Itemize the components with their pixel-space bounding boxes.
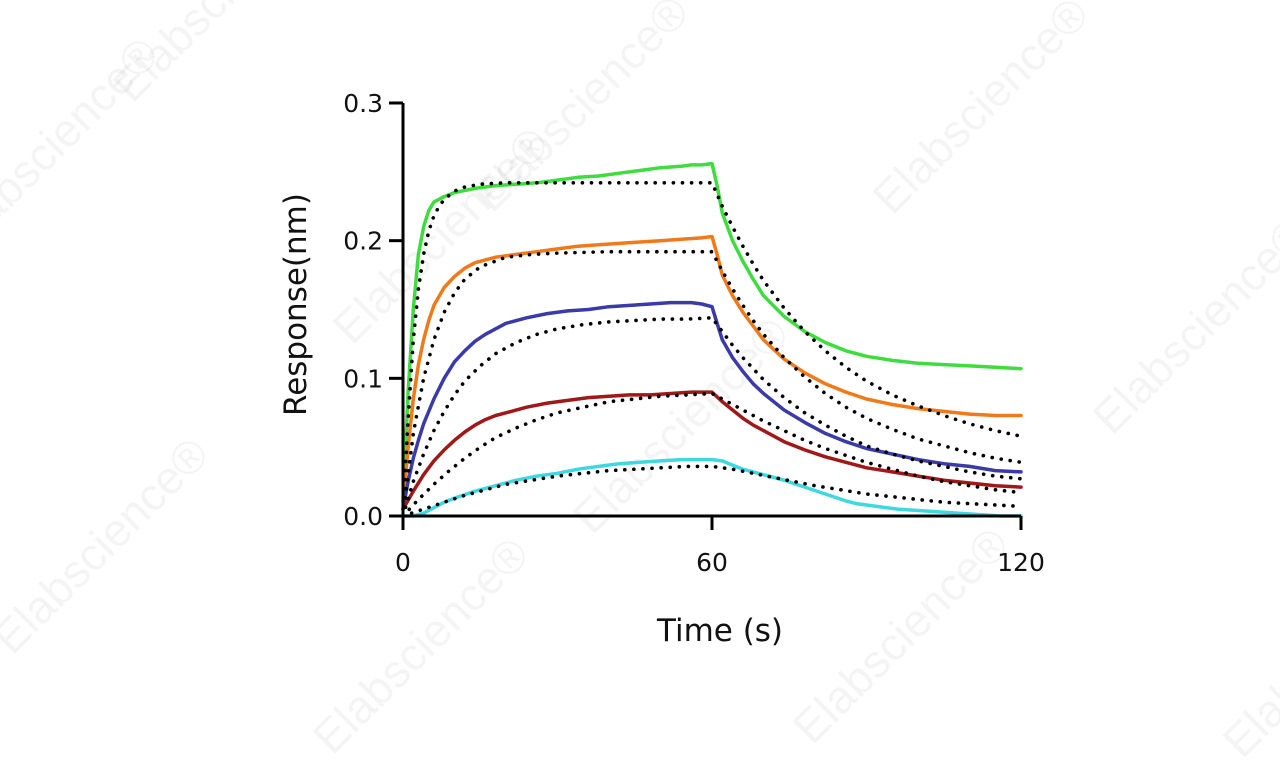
- fit-curve-dotted: [401, 391, 1023, 518]
- y-tick-label: 0.0: [343, 502, 383, 531]
- x-tick-label: 60: [696, 548, 728, 577]
- y-axis-title: Response(nm): [278, 193, 314, 416]
- response-curve: [401, 161, 1023, 504]
- fit-curve-dotted: [401, 464, 1023, 518]
- y-tick-label: 0.1: [343, 364, 383, 393]
- y-tick-label: 0.2: [343, 227, 383, 256]
- y-tick-label: 0.3: [343, 89, 383, 118]
- kinetics-chart: 0.0 0.1 0.2 0.3 0 60 120 Time (s) Response(nm): [278, 89, 1045, 649]
- x-tick-label: 120: [997, 548, 1045, 577]
- response-curve: [401, 390, 1023, 511]
- response-curve: [401, 457, 1023, 518]
- response-curve: [401, 300, 1023, 511]
- x-tick-label: 0: [395, 548, 411, 577]
- fit-curve-dotted: [401, 181, 1023, 518]
- fit-curve-dotted: [401, 315, 1023, 518]
- series-layer: [401, 161, 1023, 518]
- fit-curve-dotted: [401, 249, 1023, 518]
- x-axis-title: Time (s): [656, 613, 783, 649]
- ticks-layer: 0.0 0.1 0.2 0.3 0 60 120: [343, 89, 1045, 577]
- response-curve: [401, 234, 1023, 511]
